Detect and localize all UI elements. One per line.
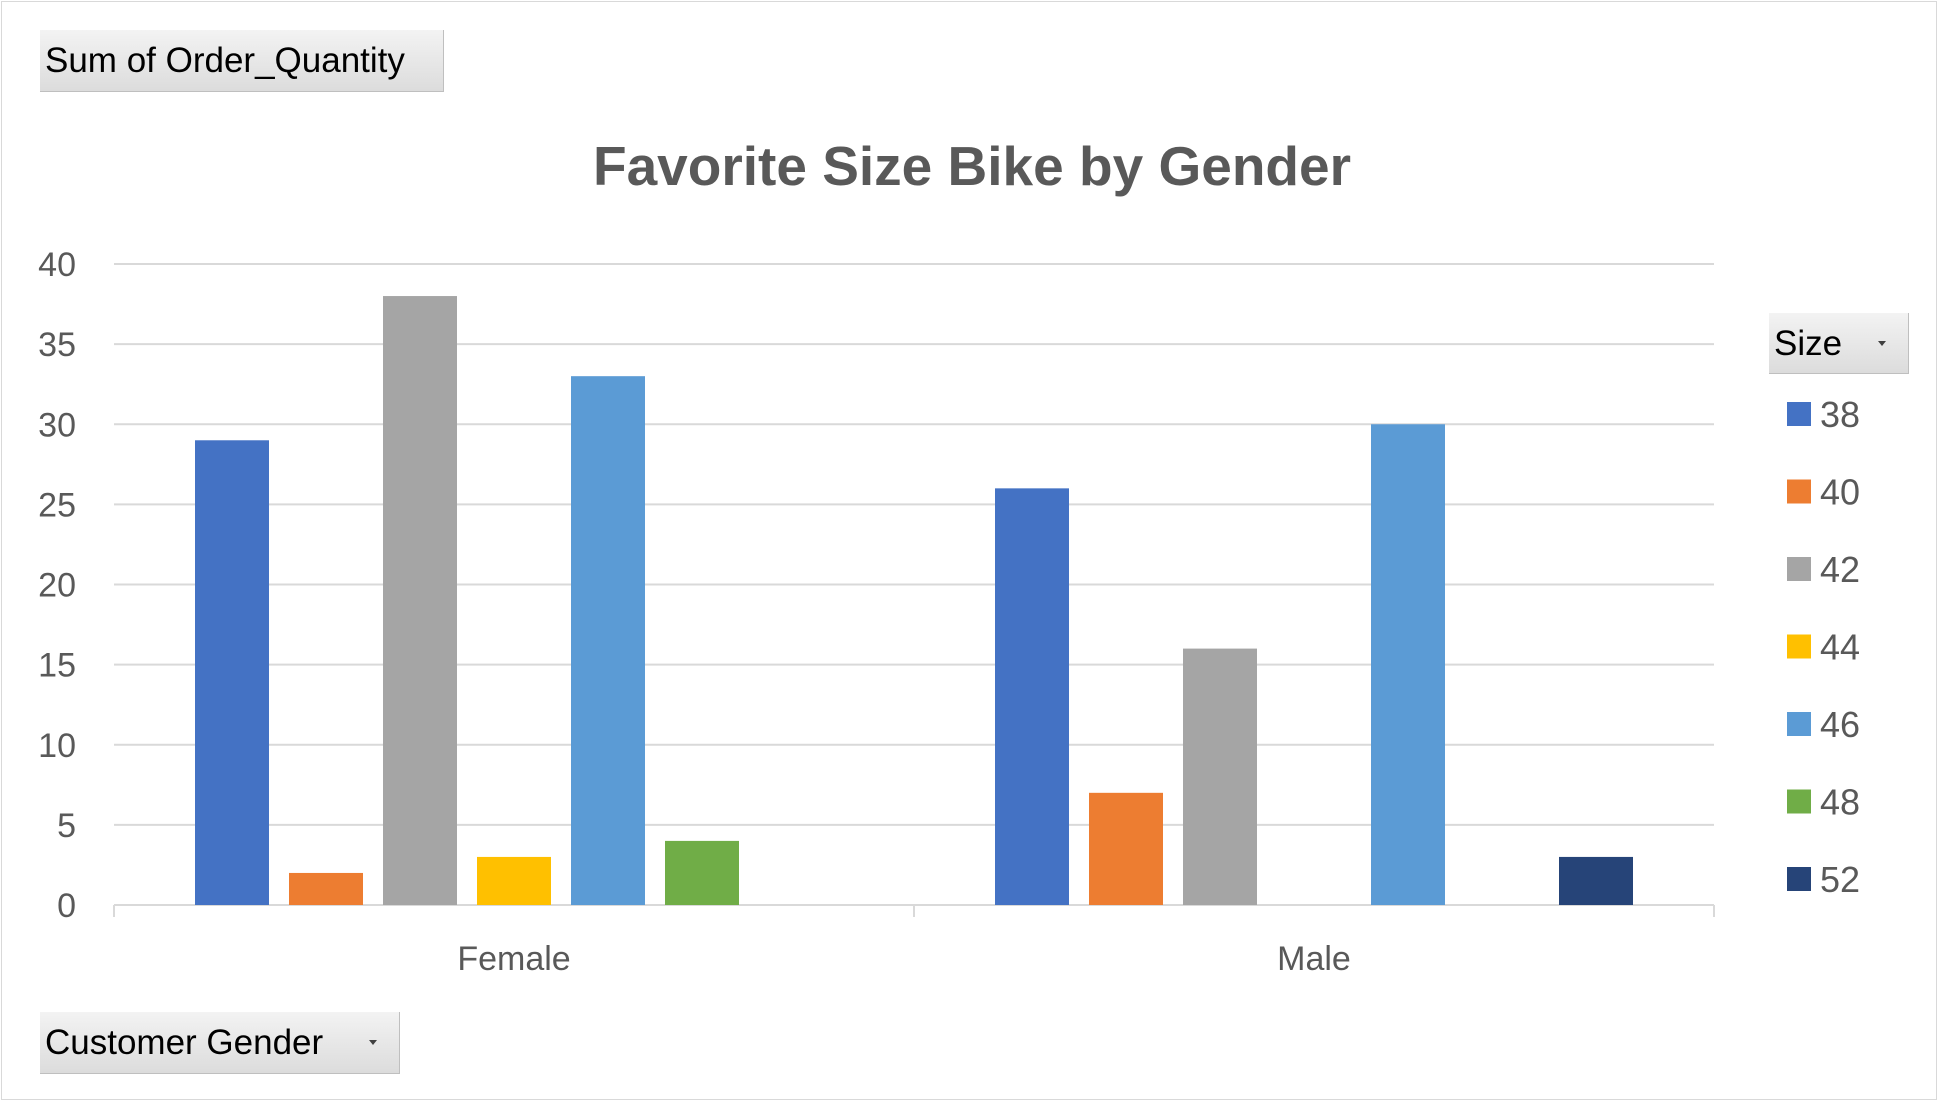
x-tick-label: Female [457, 940, 570, 978]
x-tick-label: Male [1277, 940, 1351, 978]
values-field-button[interactable]: Sum of Order_Quantity [40, 30, 444, 92]
chart-title: Favorite Size Bike by Gender [593, 135, 1351, 197]
legend-label-52: 52 [1820, 859, 1860, 900]
axis-field-label: Customer Gender [45, 1023, 324, 1062]
legend-label-46: 46 [1820, 704, 1860, 745]
axes: 0 5 10 15 20 25 30 35 40 Female Male [38, 246, 1715, 978]
legend-swatch-52 [1787, 867, 1811, 891]
bars [195, 296, 1633, 905]
bar-46-female [571, 376, 645, 905]
legend-field-button[interactable]: Size [1769, 313, 1909, 374]
chevron-down-icon[interactable] [369, 1040, 377, 1045]
values-field-label: Sum of Order_Quantity [45, 41, 405, 80]
y-tick-label: 25 [38, 486, 76, 524]
axis-field-button[interactable]: Customer Gender [40, 1012, 400, 1074]
legend-swatch-44 [1787, 634, 1811, 659]
legend-label-48: 48 [1820, 782, 1860, 823]
legend-swatch-46 [1787, 712, 1811, 736]
legend-label-42: 42 [1820, 549, 1860, 590]
bar-44-female [477, 856, 551, 905]
legend: 38 40 42 44 46 48 52 [1787, 394, 1860, 900]
legend-swatch-38 [1787, 402, 1811, 426]
y-tick-label: 30 [38, 406, 76, 444]
bar-52-male [1559, 856, 1633, 905]
legend-label-44: 44 [1820, 627, 1860, 668]
bar-48-female [665, 840, 739, 905]
y-tick-label: 5 [57, 807, 76, 845]
legend-label-40: 40 [1820, 472, 1860, 513]
chevron-down-icon[interactable] [1878, 341, 1886, 346]
bar-40-male [1089, 792, 1163, 905]
bar-38-male [995, 488, 1069, 905]
bar-42-male [1183, 648, 1257, 905]
gridlines [114, 263, 1714, 826]
y-tick-label: 40 [38, 246, 76, 284]
y-tick-label: 10 [38, 727, 76, 765]
y-tick-label: 15 [38, 647, 76, 685]
legend-swatch-48 [1787, 789, 1811, 814]
legend-field-label: Size [1774, 324, 1843, 363]
bar-38-female [195, 440, 269, 905]
legend-swatch-42 [1787, 557, 1811, 581]
bar-42-female [383, 296, 457, 905]
legend-label-38: 38 [1820, 394, 1860, 435]
bar-46-male [1371, 424, 1445, 905]
y-tick-label: 20 [38, 567, 76, 605]
bar-40-female [289, 872, 363, 905]
y-tick-label: 35 [38, 326, 76, 364]
y-tick-label: 0 [57, 887, 76, 925]
legend-swatch-40 [1787, 479, 1811, 504]
